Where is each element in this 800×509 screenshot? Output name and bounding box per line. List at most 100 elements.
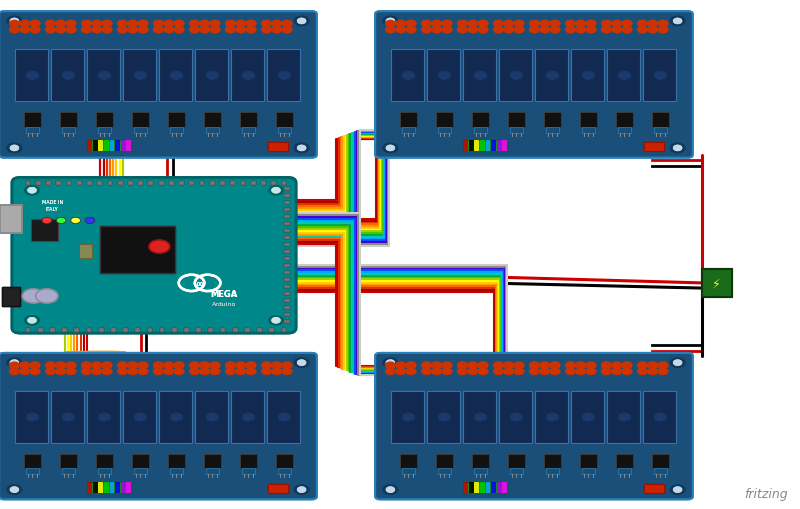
Bar: [210, 182, 214, 186]
Circle shape: [674, 19, 682, 24]
Circle shape: [272, 27, 282, 34]
Bar: [233, 328, 238, 332]
Bar: [616, 113, 634, 127]
Circle shape: [622, 27, 632, 34]
FancyBboxPatch shape: [0, 353, 317, 499]
Circle shape: [386, 362, 395, 369]
Circle shape: [206, 73, 218, 80]
Circle shape: [118, 362, 127, 369]
Bar: [59, 113, 77, 127]
Circle shape: [10, 362, 19, 369]
Circle shape: [236, 362, 246, 369]
Circle shape: [658, 21, 668, 27]
Circle shape: [530, 21, 539, 27]
Circle shape: [648, 21, 658, 27]
Circle shape: [648, 362, 658, 369]
Circle shape: [118, 369, 127, 375]
Bar: [118, 182, 122, 186]
Bar: [463, 482, 507, 493]
Bar: [435, 113, 453, 127]
Circle shape: [386, 21, 395, 27]
Circle shape: [550, 369, 560, 375]
Circle shape: [10, 19, 18, 24]
Circle shape: [56, 218, 66, 224]
Circle shape: [154, 21, 163, 27]
Circle shape: [128, 21, 138, 27]
Bar: [242, 127, 255, 133]
Circle shape: [383, 485, 398, 494]
Circle shape: [586, 27, 596, 34]
Circle shape: [282, 369, 292, 375]
Circle shape: [30, 362, 40, 369]
Bar: [15, 391, 48, 443]
Circle shape: [236, 27, 246, 34]
Circle shape: [30, 27, 40, 34]
Bar: [79, 244, 92, 259]
Bar: [126, 482, 131, 493]
Circle shape: [236, 369, 246, 375]
Bar: [438, 468, 451, 474]
Bar: [87, 50, 120, 102]
Bar: [184, 328, 189, 332]
Bar: [499, 391, 532, 443]
Circle shape: [298, 360, 306, 365]
Circle shape: [432, 27, 442, 34]
Circle shape: [138, 21, 148, 27]
Bar: [582, 127, 594, 133]
Bar: [104, 482, 109, 493]
Circle shape: [294, 17, 309, 26]
Circle shape: [638, 369, 647, 375]
Circle shape: [272, 369, 282, 375]
Bar: [282, 182, 286, 186]
Bar: [220, 182, 225, 186]
Bar: [278, 127, 291, 133]
Bar: [242, 127, 255, 133]
Circle shape: [514, 21, 524, 27]
Circle shape: [272, 369, 282, 375]
Bar: [284, 237, 290, 240]
Bar: [206, 468, 218, 474]
Circle shape: [576, 369, 586, 375]
Circle shape: [171, 414, 182, 421]
Circle shape: [200, 362, 210, 369]
Circle shape: [494, 27, 503, 34]
Circle shape: [602, 362, 611, 369]
Circle shape: [22, 289, 45, 303]
Bar: [486, 141, 490, 152]
Bar: [284, 195, 290, 198]
Circle shape: [128, 27, 138, 34]
Bar: [480, 482, 485, 493]
Circle shape: [66, 369, 76, 375]
Circle shape: [154, 27, 163, 34]
Circle shape: [30, 369, 40, 375]
Circle shape: [406, 21, 416, 27]
Bar: [463, 482, 507, 493]
Circle shape: [432, 362, 442, 369]
Circle shape: [10, 487, 18, 492]
Circle shape: [396, 362, 406, 369]
Circle shape: [10, 487, 18, 492]
Bar: [284, 202, 290, 205]
Circle shape: [550, 21, 560, 27]
Bar: [463, 50, 496, 102]
Circle shape: [138, 369, 148, 375]
Circle shape: [262, 27, 271, 34]
Bar: [616, 454, 634, 468]
Circle shape: [99, 414, 110, 421]
Circle shape: [282, 27, 292, 34]
Circle shape: [26, 414, 38, 421]
Bar: [267, 391, 300, 443]
Bar: [582, 127, 594, 133]
Bar: [284, 321, 290, 324]
Bar: [231, 50, 264, 102]
Bar: [644, 484, 664, 493]
Bar: [282, 182, 286, 186]
Circle shape: [546, 414, 558, 421]
Circle shape: [272, 318, 280, 323]
Bar: [499, 391, 532, 443]
Bar: [579, 454, 597, 468]
Bar: [499, 50, 532, 102]
FancyBboxPatch shape: [0, 353, 317, 499]
Bar: [644, 484, 664, 493]
Bar: [261, 182, 266, 186]
